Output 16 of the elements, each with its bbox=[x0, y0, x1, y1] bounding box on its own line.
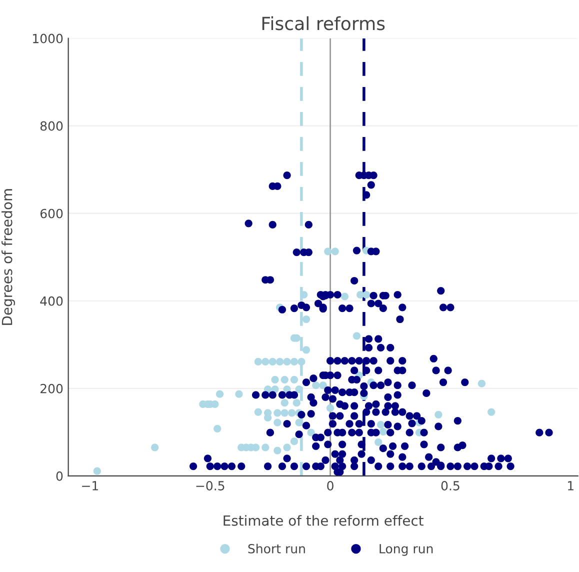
x-tick-label: −1 bbox=[82, 481, 98, 490]
x-tick-label: −0.5 bbox=[196, 480, 224, 490]
y-axis-title: Degrees of freedom bbox=[2, 189, 15, 325]
chart-title: Fiscal reforms bbox=[262, 16, 385, 30]
y-tick-label: 400 bbox=[40, 296, 63, 306]
y-tick-label: 1000 bbox=[33, 34, 63, 44]
y-tick-label: 200 bbox=[40, 384, 63, 394]
x-axis-title: Estimate of the reform effect bbox=[224, 515, 424, 526]
legend-label: Short run bbox=[248, 544, 305, 554]
x-tick-label: 1 bbox=[568, 481, 574, 490]
legend-label: Long run bbox=[380, 544, 433, 556]
y-tick-label: 600 bbox=[40, 208, 63, 218]
x-tick-label: 0.5 bbox=[441, 480, 460, 490]
y-tick-label: 0 bbox=[56, 471, 63, 481]
x-tick-label: 0 bbox=[327, 480, 334, 490]
y-tick-label: 800 bbox=[40, 121, 63, 131]
